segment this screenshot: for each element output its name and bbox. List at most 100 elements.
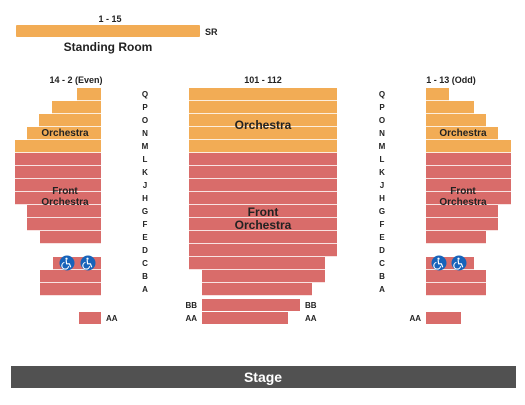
right-row-p[interactable] bbox=[426, 101, 474, 114]
right-row-b[interactable] bbox=[426, 270, 486, 283]
left-row-b[interactable] bbox=[40, 270, 101, 283]
row-letter: H bbox=[142, 194, 148, 203]
row-bb-label-left: BB bbox=[185, 301, 197, 310]
stage-label: Stage bbox=[244, 369, 282, 385]
row-letter: L bbox=[380, 155, 385, 164]
center-row-q[interactable] bbox=[189, 88, 337, 101]
wheelchair-icon bbox=[431, 255, 447, 271]
wheelchair-seats bbox=[59, 255, 467, 271]
center-row-j[interactable] bbox=[189, 179, 337, 192]
center-row-f[interactable] bbox=[189, 218, 337, 231]
right-row-n[interactable] bbox=[426, 127, 498, 140]
row-letter: C bbox=[379, 259, 385, 268]
right-row-k[interactable] bbox=[426, 166, 511, 179]
left-row-l[interactable] bbox=[15, 153, 101, 166]
wheelchair-icon bbox=[80, 255, 96, 271]
wheelchair-icon bbox=[59, 255, 75, 271]
row-letter: N bbox=[142, 129, 148, 138]
row-letter: F bbox=[143, 220, 148, 229]
seat-rows bbox=[15, 88, 511, 296]
right-section-header: 1 - 13 (Odd) bbox=[426, 75, 476, 85]
left-orchestra-label: Orchestra bbox=[41, 128, 89, 139]
row-letter: P bbox=[142, 103, 148, 112]
standing-room-code: SR bbox=[205, 27, 218, 37]
left-row-n[interactable] bbox=[27, 127, 101, 140]
center-row-p[interactable] bbox=[189, 101, 337, 114]
row-letter: Q bbox=[379, 90, 385, 99]
left-front-orchestra-label: Front Orchestra bbox=[41, 186, 89, 208]
center-row-e[interactable] bbox=[189, 231, 337, 244]
center-orchestra-label: Orchestra bbox=[235, 118, 292, 132]
section-labels: Orchestra Front Orchestra Orchestra Front Orc… bbox=[41, 118, 487, 232]
left-row-k[interactable] bbox=[15, 166, 101, 179]
row-letter: K bbox=[379, 168, 385, 177]
left-row-j[interactable] bbox=[15, 179, 101, 192]
row-aa-label-right: AA bbox=[305, 314, 317, 323]
left-row-a[interactable] bbox=[40, 283, 101, 296]
left-row-m[interactable] bbox=[15, 140, 101, 153]
left-row-o[interactable] bbox=[39, 114, 101, 127]
standing-room-range: 1 - 15 bbox=[98, 14, 121, 24]
center-row-a[interactable] bbox=[202, 283, 312, 296]
row-letter: D bbox=[379, 246, 385, 255]
row-letter: B bbox=[379, 272, 385, 281]
left-row-p[interactable] bbox=[52, 101, 101, 114]
center-row-b[interactable] bbox=[202, 270, 325, 283]
right-row-l[interactable] bbox=[426, 153, 511, 166]
row-letter: Q bbox=[142, 90, 148, 99]
right-row-j[interactable] bbox=[426, 179, 511, 192]
standing-room-block[interactable] bbox=[16, 25, 200, 37]
center-row-l[interactable] bbox=[189, 153, 337, 166]
row-letter: P bbox=[379, 103, 385, 112]
right-orchestra-label: Orchestra bbox=[439, 128, 487, 139]
standing-room-label: Standing Room bbox=[64, 40, 153, 54]
row-letter: G bbox=[142, 207, 148, 216]
row-letter: K bbox=[142, 168, 148, 177]
stage-block bbox=[11, 366, 516, 388]
row-letter: L bbox=[143, 155, 148, 164]
right-row-g[interactable] bbox=[426, 205, 498, 218]
right-front-orchestra-label: Front Orchestra bbox=[439, 186, 487, 208]
right-row-h[interactable] bbox=[426, 192, 511, 205]
center-row-bb[interactable] bbox=[202, 299, 300, 311]
center-row-o[interactable] bbox=[189, 114, 337, 127]
row-letter: O bbox=[379, 116, 385, 125]
left-section-header: 14 - 2 (Even) bbox=[49, 75, 102, 85]
center-front-orchestra-label: Front Orchestra bbox=[235, 205, 292, 232]
center-row-m[interactable] bbox=[189, 140, 337, 153]
row-letter: D bbox=[142, 246, 148, 255]
center-row-g[interactable] bbox=[189, 205, 337, 218]
row-letter: M bbox=[142, 142, 149, 151]
center-row-n[interactable] bbox=[189, 127, 337, 140]
center-row-h[interactable] bbox=[189, 192, 337, 205]
right-row-f[interactable] bbox=[426, 218, 498, 231]
center-row-c[interactable] bbox=[189, 257, 325, 270]
left-row-e[interactable] bbox=[40, 231, 101, 244]
right-row-e[interactable] bbox=[426, 231, 486, 244]
row-letter: E bbox=[379, 233, 385, 242]
left-row-f[interactable] bbox=[27, 218, 101, 231]
right-row-q[interactable] bbox=[426, 88, 449, 101]
left-aa-label: AA bbox=[106, 314, 118, 323]
right-row-m[interactable] bbox=[426, 140, 511, 153]
row-letter: A bbox=[142, 285, 148, 294]
center-row-k[interactable] bbox=[189, 166, 337, 179]
center-row-aa[interactable] bbox=[202, 312, 288, 324]
row-letter: M bbox=[379, 142, 386, 151]
row-letter: J bbox=[380, 181, 384, 190]
wheelchair-icon bbox=[451, 255, 467, 271]
right-row-a[interactable] bbox=[426, 283, 486, 296]
center-row-d[interactable] bbox=[189, 244, 337, 257]
row-letter: H bbox=[379, 194, 385, 203]
right-row-o[interactable] bbox=[426, 114, 486, 127]
left-row-aa[interactable] bbox=[79, 312, 101, 324]
left-row-g[interactable] bbox=[27, 205, 101, 218]
row-letter: E bbox=[142, 233, 148, 242]
rear-rows: BB BB AA AA AA AA bbox=[79, 299, 461, 324]
left-row-h[interactable] bbox=[15, 192, 101, 205]
right-row-aa[interactable] bbox=[426, 312, 461, 324]
row-letter: N bbox=[379, 129, 385, 138]
left-row-q[interactable] bbox=[77, 88, 101, 101]
